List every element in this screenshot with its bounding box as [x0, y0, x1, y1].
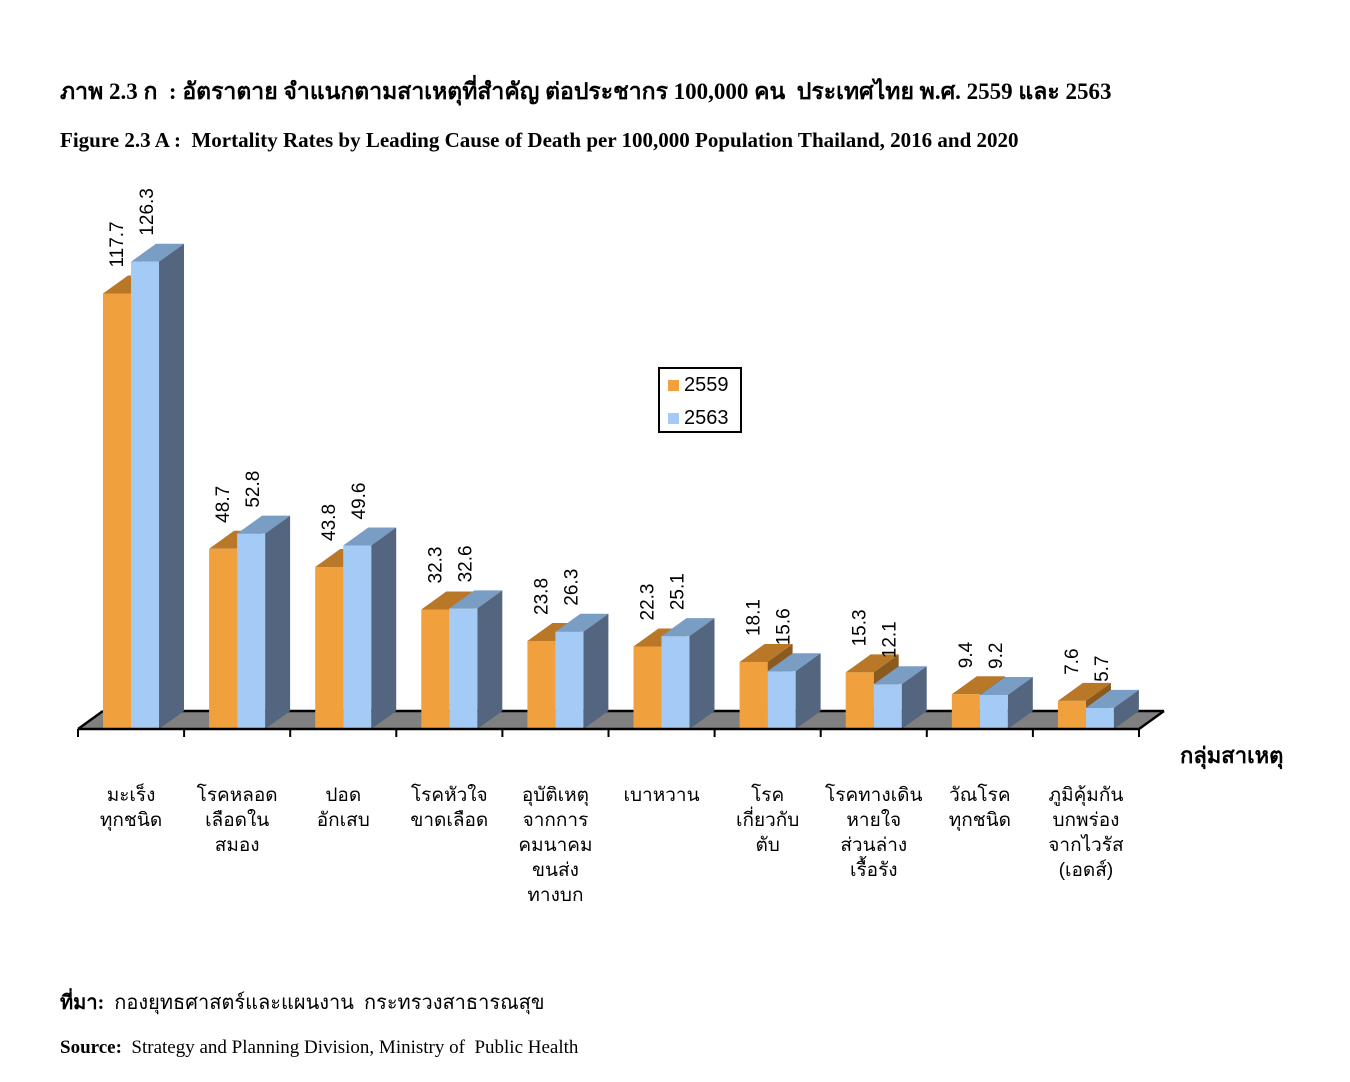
- bar-2563: [873, 684, 902, 729]
- bar-top-2559: [421, 591, 475, 610]
- bar-top-2563: [131, 243, 184, 262]
- bar-2559: [103, 293, 131, 729]
- bar-2559: [951, 694, 980, 729]
- x-tick-label: มะเร็ง ทุกชนิด: [99, 785, 163, 831]
- bar-2563: [767, 671, 796, 729]
- legend-label-2559: 2559: [684, 374, 729, 396]
- bar-side-2563: [1007, 676, 1033, 729]
- bar-2563: [661, 636, 690, 729]
- data-label-2559: 18.1: [744, 599, 765, 636]
- data-label-2563: 25.1: [668, 573, 689, 610]
- bar-top-2559: [951, 676, 1005, 695]
- bar-side-2563: [583, 613, 609, 729]
- x-tick-label: ปอด อักเสบ: [316, 785, 370, 831]
- floor-right-edge: [1138, 709, 1165, 731]
- chart-title-english: Figure 2.3 A : Mortality Rates by Leadin…: [60, 128, 1019, 153]
- x-tick-label: โรคหลอด เลือดใน สมอง: [196, 785, 278, 856]
- source-english-text: Strategy and Planning Division, Ministry…: [131, 1037, 579, 1058]
- bar-2563: [343, 545, 372, 729]
- bar-top-2563: [979, 676, 1033, 695]
- source-thai-text: กองยุทธศาสตร์และแผนงาน กระทรวงสาธารณสุข: [114, 992, 545, 1014]
- bar-top-2563: [661, 618, 715, 637]
- bar-2559: [633, 646, 662, 729]
- legend-label-2563: 2563: [684, 407, 729, 429]
- title-english-text: Mortality Rates by Leading Cause of Deat…: [191, 128, 1019, 152]
- legend-swatch-2563: [668, 413, 679, 424]
- data-label-2559: 9.4: [956, 641, 977, 668]
- data-label-2563: 12.1: [880, 621, 901, 658]
- data-label-2563: 49.6: [349, 482, 370, 519]
- data-label-2563: 15.6: [774, 608, 795, 645]
- bar-top-2563: [767, 653, 821, 672]
- bar-side-2563: [159, 243, 184, 729]
- bar-top-2559: [1057, 682, 1111, 701]
- x-tick-label: ภูมิคุ้มกัน บกพร่อง จากไวรัส (เอดส์): [1048, 785, 1124, 881]
- x-tick-label: วัณโรค ทุกชนิด: [948, 785, 1011, 831]
- bar-2559: [1057, 700, 1086, 729]
- bar-2559: [315, 566, 344, 729]
- bar-top-2559: [739, 644, 793, 663]
- bar-side-2563: [901, 666, 927, 729]
- data-label-2563: 26.3: [561, 569, 582, 606]
- bar-side-2563: [795, 653, 821, 729]
- bar-2559: [209, 548, 238, 729]
- data-label-2563: 52.8: [243, 471, 264, 508]
- bar-top-2563: [873, 666, 927, 685]
- x-tick-label: โรคทางเดิน หายใจ ส่วนล่าง เรื้อรัง: [825, 785, 923, 881]
- bar-2559: [421, 609, 450, 729]
- bar-2563: [1085, 707, 1114, 729]
- bar-side-2563: [265, 515, 291, 729]
- bar-top-2563: [449, 590, 503, 609]
- floor-left-edge: [77, 709, 104, 731]
- bar-top-2563: [1085, 689, 1139, 708]
- source-thai: ที่มา: กองยุทธศาสตร์และแผนงาน กระทรวงสาธ…: [60, 986, 545, 1018]
- title-thai-prefix: ภาพ 2.3 ก: [60, 79, 158, 104]
- bar-side-2563: [1113, 689, 1139, 729]
- data-label-2559: 43.8: [319, 504, 340, 541]
- data-label-2559: 117.7: [107, 221, 128, 267]
- x-tick-label: โรค เกี่ยวกับ ตับ: [735, 785, 800, 856]
- bar-top-2563: [343, 527, 397, 546]
- bar-2559: [845, 672, 874, 729]
- data-label-2559: 22.3: [638, 584, 659, 621]
- data-label-2563: 5.7: [1092, 655, 1113, 681]
- bar-2559: [739, 662, 768, 729]
- source-english: Source: Strategy and Planning Division, …: [60, 1037, 578, 1059]
- source-english-label: Source:: [60, 1037, 122, 1058]
- bar-side-2563: [689, 618, 715, 729]
- legend-item-2563: 2563: [668, 407, 729, 430]
- data-label-2559: 32.3: [425, 547, 446, 584]
- x-tick-label: โรคหัวใจ ขาดเลือด: [410, 785, 489, 831]
- data-label-2563: 9.2: [986, 643, 1007, 669]
- bar-top-2559: [845, 654, 899, 673]
- title-thai-text: : อัตราตาย จำแนกตามสาเหตุที่สำคัญ ต่อประ…: [168, 79, 1112, 104]
- data-label-2563: 126.3: [137, 188, 158, 236]
- bar-side-2563: [371, 527, 397, 729]
- bar-side-2563: [477, 590, 503, 729]
- data-label-2559: 48.7: [213, 486, 234, 523]
- x-tick-label: อุบัติเหตุ จากการ คมนาคม ขนส่ง ทางบก: [518, 785, 593, 906]
- bar-2563: [979, 694, 1008, 729]
- data-label-2563: 32.6: [455, 545, 476, 582]
- bar-2563: [449, 608, 478, 729]
- title-english-prefix: Figure 2.3 A :: [60, 128, 181, 152]
- chart-legend: 2559 2563: [658, 367, 742, 433]
- bar-top-2563: [555, 613, 609, 632]
- bar-2559: [527, 640, 556, 729]
- bar-2563: [237, 533, 266, 729]
- x-tick-label: เบาหวาน: [623, 785, 700, 806]
- chart-title-thai: ภาพ 2.3 ก : อัตราตาย จำแนกตามสาเหตุที่สำ…: [60, 74, 1111, 110]
- data-label-2559: 15.3: [850, 609, 871, 646]
- data-label-2559: 23.8: [531, 578, 552, 615]
- bar-2563: [131, 261, 159, 729]
- legend-swatch-2559: [668, 380, 679, 391]
- x-axis-title: กลุ่มสาเหตุ: [1180, 743, 1284, 768]
- source-thai-label: ที่มา:: [60, 992, 105, 1014]
- bar-2563: [555, 631, 584, 729]
- bar-top-2563: [237, 515, 291, 534]
- legend-item-2559: 2559: [668, 374, 729, 397]
- data-label-2559: 7.6: [1062, 648, 1083, 674]
